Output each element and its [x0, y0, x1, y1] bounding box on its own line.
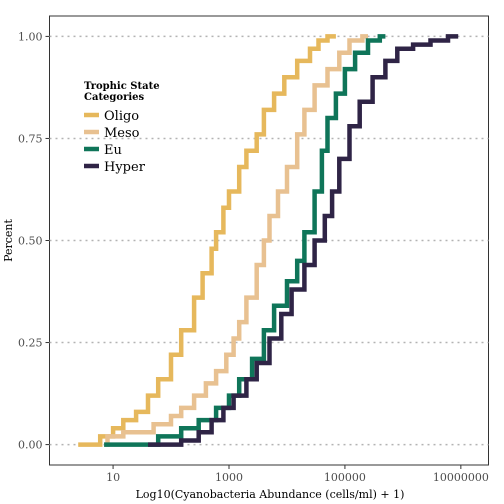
y-tick-label: 0.75	[18, 132, 43, 145]
y-tick-label: 0.25	[18, 337, 43, 350]
series-lines	[78, 34, 459, 447]
x-tick-label: 100000	[324, 471, 366, 484]
series-line-meso	[104, 34, 368, 447]
x-axis-title: Log10(Cyanobacteria Abundance (cells/ml)…	[136, 488, 405, 501]
y-axis-ticks: 0.00 0.25 0.50 0.75 1.00	[18, 30, 50, 452]
legend-items: Oligo Meso Eu Hyper	[84, 109, 146, 175]
series-line-oligo	[78, 34, 336, 447]
legend-label-meso: Meso	[104, 126, 140, 141]
legend: Trophic State Categories Oligo Meso Eu Hype…	[84, 81, 160, 175]
series-line-eu	[104, 34, 386, 447]
x-tick-label: 10000000	[433, 471, 489, 484]
y-tick-label: 1.00	[18, 30, 43, 43]
series-line-hyper	[148, 34, 459, 447]
x-tick-label: 1000	[215, 471, 243, 484]
legend-label-eu: Eu	[104, 143, 122, 158]
legend-title-line-1: Trophic State	[84, 81, 160, 92]
legend-title-line-2: Categories	[84, 92, 145, 103]
y-tick-label: 0.50	[18, 235, 43, 248]
legend-label-oligo: Oligo	[104, 109, 139, 124]
x-axis-ticks: 10 1000 100000 10000000	[106, 465, 489, 484]
y-axis-title: Percent	[2, 218, 15, 261]
legend-label-hyper: Hyper	[104, 160, 146, 175]
y-tick-label: 0.00	[18, 439, 43, 452]
x-tick-label: 10	[106, 471, 120, 484]
